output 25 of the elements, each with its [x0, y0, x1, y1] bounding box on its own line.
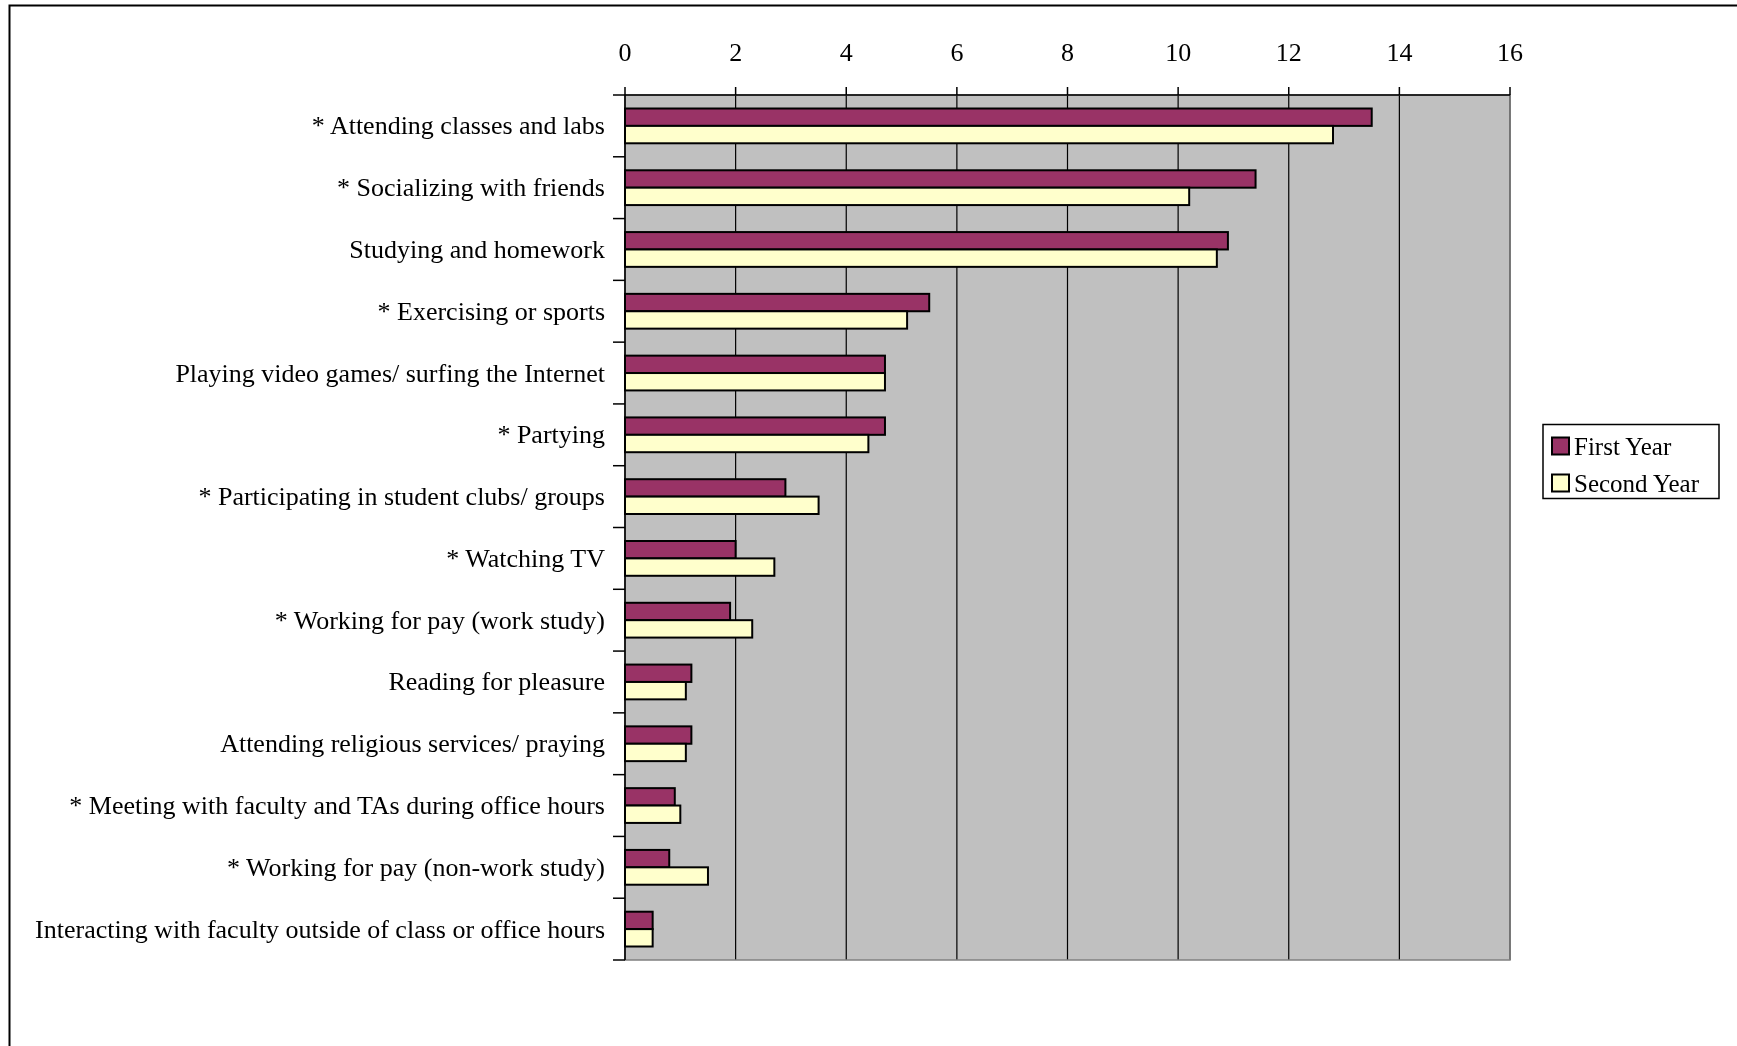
y-tick-label: * Working for pay (work study) [274, 605, 605, 635]
y-tick-label: Interacting with faculty outside of class or office hours [35, 914, 605, 944]
y-tick-label: * Meeting with faculty and TAs during office hours [69, 791, 605, 821]
x-tick-label: 14 [1386, 37, 1413, 67]
y-tick-label: Reading for pleasure [388, 667, 605, 697]
y-tick-label: * Participating in student clubs/ groups [198, 482, 605, 512]
y-tick-label: Studying and homework [349, 234, 605, 264]
x-tick-label: 4 [839, 37, 853, 67]
x-tick-label: 12 [1275, 37, 1302, 67]
y-tick-label: * Socializing with friends [337, 173, 605, 203]
legend-label: Second Year [1574, 470, 1700, 497]
legend-label: First Year [1574, 433, 1672, 460]
y-tick-label: Attending religious services/ praying [220, 729, 605, 759]
x-tick-label: 6 [950, 37, 964, 67]
y-tick-label: * Working for pay (non-work study) [227, 852, 605, 882]
y-tick-label: * Partying [497, 420, 605, 450]
x-tick-label: 0 [618, 37, 632, 67]
y-tick-label: * Watching TV [446, 543, 606, 573]
x-tick-label: 2 [729, 37, 743, 67]
x-tick-label: 16 [1497, 37, 1523, 67]
y-tick-label: Playing video games/ surfing the Internet [175, 358, 606, 388]
y-tick-label: * Attending classes and labs [311, 111, 605, 141]
y-tick-label: * Exercising or sports [377, 296, 605, 326]
x-tick-label: 10 [1165, 37, 1192, 67]
x-tick-label: 8 [1061, 37, 1074, 67]
